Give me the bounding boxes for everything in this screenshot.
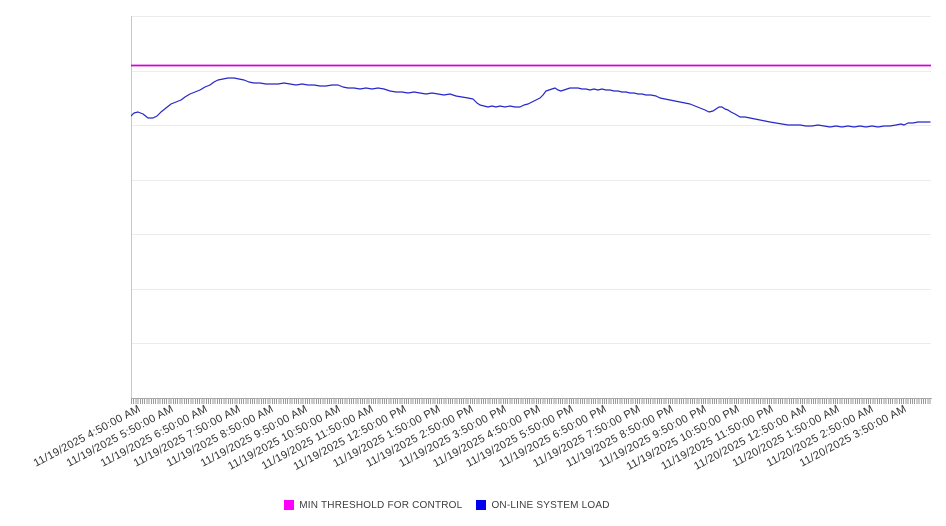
x-axis-label: 11/19/2025 12:50:00 PM: [291, 403, 410, 473]
x-axis-label: 11/20/2025 12:50:00 AM: [692, 403, 809, 473]
x-axis-label: 11/19/2025 6:50:00 PM: [497, 403, 609, 470]
x-axis-label: 11/20/2025 3:50:00 AM: [797, 403, 909, 470]
x-axis-label: 11/19/2025 7:50:00 AM: [131, 403, 243, 470]
plot-area: [131, 16, 931, 398]
legend-item-min-threshold[interactable]: MIN THRESHOLD FOR CONTROL: [284, 500, 462, 511]
legend-swatch-min-threshold-icon: [284, 500, 295, 510]
x-axis-label: 11/19/2025 5:50:00 PM: [464, 403, 576, 470]
x-axis-label: 11/19/2025 1:50:00 PM: [330, 403, 443, 470]
x-axis-label: 11/19/2025 10:50:00 PM: [624, 403, 743, 473]
x-axis-label: 11/19/2025 10:50:00 AM: [225, 403, 343, 473]
legend-swatch-online-system-load-icon: [476, 500, 487, 510]
x-axis-label: 11/20/2025 1:50:00 AM: [731, 403, 842, 470]
on-line-system-load-line: [131, 77, 931, 128]
x-axis-label: 11/19/2025 5:50:00 AM: [65, 403, 176, 470]
x-axis-label: 11/19/2025 3:50:00 PM: [397, 403, 509, 470]
legend: MIN THRESHOLD FOR CONTROL ON-LINE SYSTEM…: [0, 495, 920, 515]
x-axis-label: 11/19/2025 4:50:00 PM: [430, 403, 543, 470]
x-axis-label: 11/19/2025 9:50:00 AM: [198, 403, 310, 470]
x-axis-label: 11/19/2025 9:50:00 PM: [597, 403, 709, 470]
legend-label-online-system-load: ON-LINE SYSTEM LOAD: [491, 499, 610, 511]
x-axis-label: 11/19/2025 6:50:00 AM: [98, 403, 210, 470]
x-axis-label: 11/19/2025 11:50:00 AM: [259, 403, 376, 473]
x-axis-label: 11/19/2025 11:50:00 PM: [658, 403, 776, 473]
x-axis-label: 11/20/2025 2:50:00 AM: [764, 403, 876, 470]
legend-item-online-system-load[interactable]: ON-LINE SYSTEM LOAD: [476, 499, 610, 511]
x-axis-label: 11/19/2025 8:50:00 PM: [563, 403, 676, 470]
x-axis-label: 11/19/2025 4:50:00 AM: [31, 403, 143, 470]
legend-label-min-threshold: MIN THRESHOLD FOR CONTROL: [299, 499, 463, 511]
x-axis-label: 11/19/2025 2:50:00 PM: [364, 403, 476, 470]
x-axis-minor-ticks: [131, 398, 932, 404]
x-axis-label: 11/19/2025 7:50:00 PM: [530, 403, 643, 470]
x-axis-label: 11/19/2025 8:50:00 AM: [164, 403, 276, 470]
